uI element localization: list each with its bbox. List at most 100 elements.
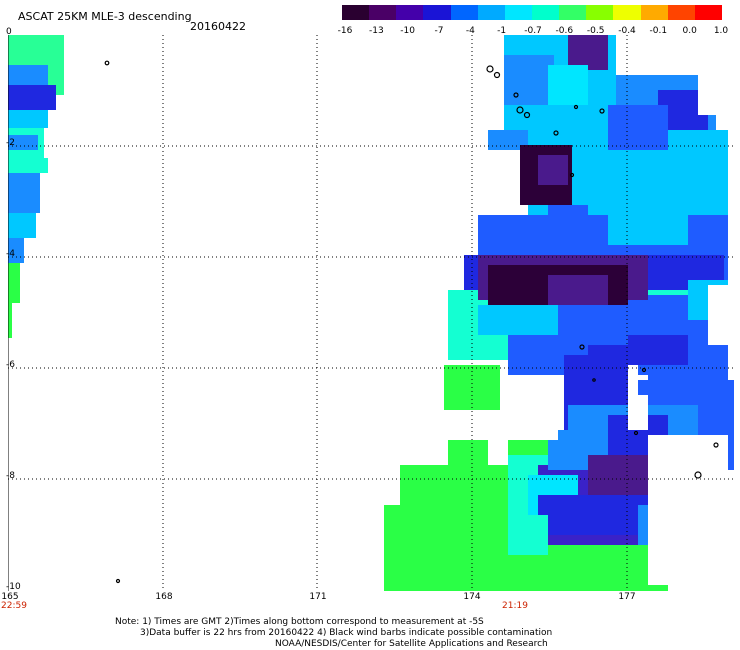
- wind-cell: [548, 275, 608, 305]
- wind-cell: [8, 173, 40, 213]
- colorbar-tick-label: -13: [368, 26, 384, 36]
- wind-cell: [608, 105, 668, 150]
- wind-cell: [8, 85, 56, 110]
- wind-cell: [478, 305, 558, 335]
- product-title: ASCAT 25KM MLE-3 descending: [18, 10, 192, 23]
- island-outline: [553, 130, 559, 136]
- data-gap: [384, 465, 400, 505]
- wind-cell: [8, 110, 48, 128]
- lat-tick-label: -10: [6, 582, 21, 592]
- wind-cell: [608, 185, 688, 245]
- colorbar-swatch: [342, 5, 370, 20]
- colorbar-tick-label: -0.5: [586, 26, 605, 36]
- wind-cell: [8, 213, 36, 238]
- wind-cell: [548, 65, 588, 105]
- lon-tick-label: 171: [309, 592, 327, 602]
- wind-cell: [538, 155, 568, 185]
- island-outline: [694, 471, 702, 479]
- island-outline: [523, 111, 531, 119]
- time-label-right: 21:19: [502, 601, 528, 611]
- colorbar-swatch: [504, 5, 533, 20]
- wind-map: [8, 35, 734, 591]
- lat-tick-label: -6: [6, 360, 15, 370]
- data-gap: [628, 365, 638, 395]
- wind-cell: [588, 455, 648, 495]
- colorbar: [342, 5, 723, 20]
- wind-cell: [508, 515, 548, 555]
- island-outline: [599, 108, 605, 114]
- island-outline: [579, 344, 585, 350]
- wind-cell: [568, 35, 608, 70]
- wind-cell: [8, 263, 20, 303]
- island-outline: [104, 60, 110, 66]
- colorbar-tick-label: -0.7: [524, 26, 542, 36]
- product-date: 20160422: [190, 20, 246, 33]
- wind-cell: [648, 365, 728, 405]
- island-outline: [513, 92, 519, 98]
- wind-cell: [8, 303, 12, 338]
- colorbar-swatch: [667, 5, 696, 20]
- island-outline: [573, 104, 579, 110]
- wind-cell: [8, 135, 38, 150]
- lat-tick-label: -4: [6, 249, 15, 259]
- wind-cells: [8, 35, 734, 591]
- colorbar-swatch: [423, 5, 452, 20]
- islands: [104, 60, 719, 584]
- time-label-left: 22:59: [1, 601, 27, 611]
- island-outline: [592, 378, 596, 382]
- note-line-3: NOAA/NESDIS/Center for Satellite Applica…: [275, 639, 548, 649]
- colorbar-swatch: [586, 5, 614, 20]
- colorbar-tick-label: -16: [337, 26, 353, 36]
- wind-cell: [8, 65, 48, 85]
- island-outline: [516, 106, 524, 114]
- wind-cell: [8, 158, 48, 173]
- data-gap: [628, 395, 648, 430]
- data-gap: [668, 545, 734, 591]
- wind-cell: [548, 205, 588, 245]
- lat-tick-label: 0: [6, 27, 12, 37]
- island-outline: [641, 367, 647, 373]
- lat-tick-label: -8: [6, 471, 15, 481]
- colorbar-tick-label: 1.0: [713, 26, 729, 36]
- gridlines: [8, 35, 734, 591]
- lon-tick-label: 174: [463, 592, 481, 602]
- data-gap: [698, 35, 734, 115]
- island-outline: [493, 71, 501, 79]
- lon-tick-label: 165: [1, 592, 19, 602]
- colorbar-tick-label: -7: [434, 26, 444, 36]
- wind-cell: [528, 335, 588, 355]
- colorbar-swatch: [613, 5, 642, 20]
- colorbar-swatch: [640, 5, 669, 20]
- wind-cell: [384, 505, 504, 591]
- island-outline: [713, 442, 719, 448]
- wind-cell: [504, 55, 554, 105]
- colorbar-tick-label: -10: [400, 26, 416, 36]
- colorbar-tick-label: -0.6: [555, 26, 574, 36]
- lat-tick-label: -2: [6, 138, 15, 148]
- colorbar-swatch: [369, 5, 397, 20]
- wind-cell: [538, 495, 648, 535]
- colorbar-tick-label: 0.0: [682, 26, 697, 36]
- island-outline: [486, 65, 494, 73]
- colorbar-swatch: [559, 5, 587, 20]
- colorbar-tick-label: -0.1: [649, 26, 668, 36]
- lon-tick-label: 168: [155, 592, 173, 602]
- wind-cell: [628, 335, 688, 365]
- data-gap: [708, 285, 734, 345]
- note-line-1: Note: 1) Times are GMT 2)Times along bot…: [115, 617, 484, 627]
- colorbar-swatch: [532, 5, 560, 20]
- colorbar-swatch: [694, 5, 723, 20]
- colorbar-swatch: [396, 5, 424, 20]
- island-outline: [115, 578, 121, 584]
- lon-tick-label: 177: [618, 592, 636, 602]
- island-outline: [633, 430, 639, 436]
- colorbar-swatch: [450, 5, 479, 20]
- island-outline: [569, 172, 575, 178]
- colorbar-tick-label: -0.4: [618, 26, 636, 36]
- wind-cell: [468, 335, 508, 360]
- data-gap: [488, 435, 508, 465]
- colorbar-swatch: [477, 5, 506, 20]
- colorbar-tick-label: -4: [465, 26, 475, 36]
- colorbar-tick-label: -1: [497, 26, 507, 36]
- note-line-2: 3)Data buffer is 22 hrs from 20160422 4)…: [140, 628, 553, 638]
